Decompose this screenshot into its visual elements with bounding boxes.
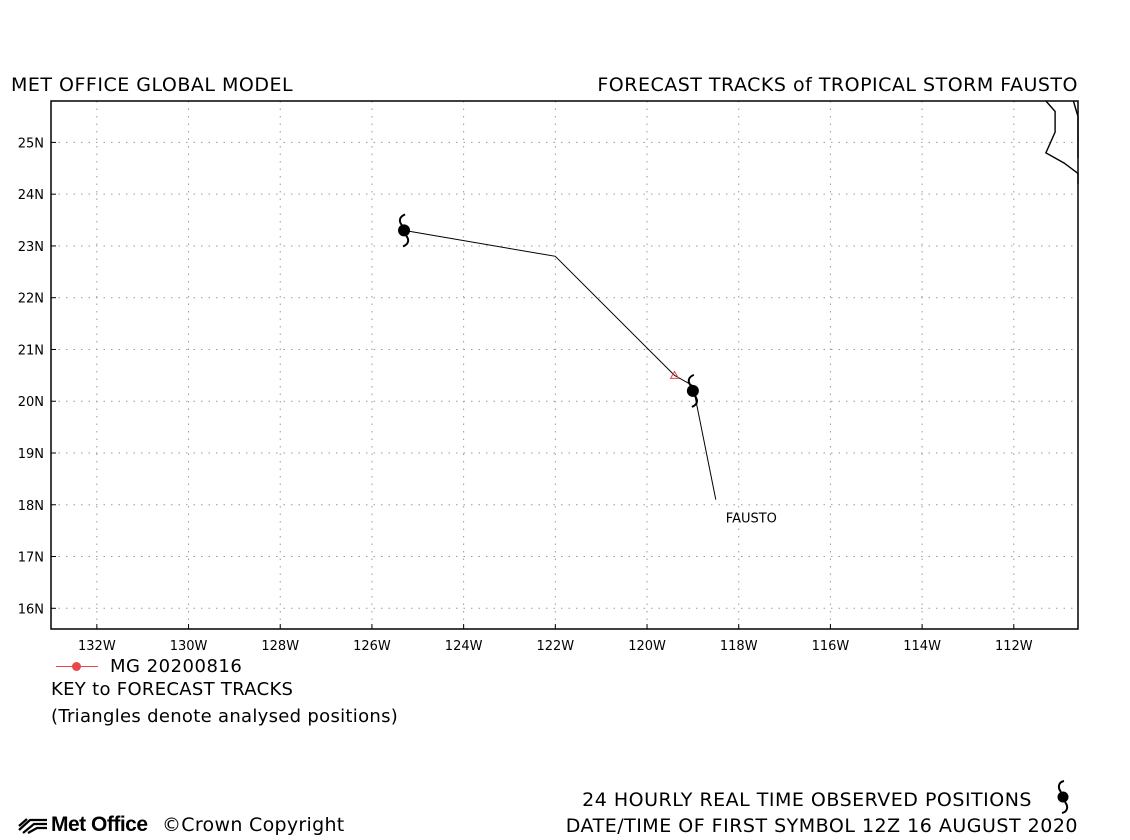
storm-symbol-arm	[687, 373, 695, 387]
header-model-title: MET OFFICE GLOBAL MODEL	[11, 74, 294, 96]
forecast-track-line	[403, 229, 694, 387]
coastline-segment	[1045, 100, 1079, 184]
forecast-track-map: 16N 17N 18N 19N 20N 21N 22N 23N 24N 25N 132W 130W 12…	[18, 100, 1079, 654]
lon-tick-label: 130W	[170, 639, 208, 654]
lat-tick-label: 25N	[18, 136, 44, 151]
storm-tracks	[403, 229, 717, 500]
storm-symbol-core	[398, 224, 411, 237]
lat-tick-label: 20N	[18, 395, 44, 410]
met-office-logo-icon	[18, 818, 47, 835]
legend-key-title: KEY to FORECAST TRACKS	[51, 679, 294, 700]
map-frame	[50, 100, 1079, 630]
met-office-logo-text: Met Office	[51, 813, 148, 836]
storm-symbol-icon	[1057, 780, 1069, 814]
storm-symbol-arm	[691, 395, 698, 408]
lon-tick-label: 112W	[995, 639, 1033, 654]
lat-tick-label: 16N	[18, 602, 44, 617]
lon-tick-label: 132W	[78, 639, 116, 654]
coastline	[1045, 100, 1079, 184]
grid-lines	[51, 101, 1078, 629]
lon-tick-label: 118W	[720, 639, 758, 654]
lat-tick-label: 24N	[18, 188, 44, 203]
lat-tick-label: 18N	[18, 499, 44, 514]
legend-run-dot	[72, 662, 81, 671]
storm-symbol-icon	[686, 373, 699, 408]
storm-name-label: FAUSTO	[726, 512, 777, 527]
storm-symbol-arm	[398, 213, 406, 227]
analysed-position-triangle	[669, 370, 680, 379]
observed-positions-note: 24 HOURLY REAL TIME OBSERVED POSITIONS	[582, 789, 1032, 811]
lon-tick-label: 116W	[812, 639, 850, 654]
lon-tick-label: 126W	[353, 639, 391, 654]
lon-tick-label: 128W	[261, 639, 299, 654]
lat-tick-label: 17N	[18, 551, 44, 566]
legend-key-note: (Triangles denote analysed positions)	[51, 706, 399, 727]
lat-tick-label: 23N	[18, 240, 44, 255]
lon-tick-label: 114W	[903, 639, 941, 654]
axis-labels: 16N 17N 18N 19N 20N 21N 22N 23N 24N 25N 132W 130W 12…	[18, 136, 1033, 654]
storm-symbol-arm	[402, 234, 410, 248]
lat-tick-label: 21N	[18, 343, 44, 358]
header-forecast-title: FORECAST TRACKS of TROPICAL STORM FAUSTO	[597, 74, 1078, 96]
lon-tick-label: 120W	[628, 639, 666, 654]
lon-tick-label: 124W	[445, 639, 483, 654]
legend-run-label: MG 20200816	[110, 656, 243, 677]
met-office-logo: Met Office	[18, 813, 148, 837]
lat-tick-label: 19N	[18, 447, 44, 462]
storm-symbol-core	[686, 384, 699, 397]
storm-symbol-icon	[398, 213, 411, 248]
lon-tick-label: 122W	[536, 639, 574, 654]
storm-symbols	[398, 213, 699, 408]
copyright-notice: ©Crown Copyright	[162, 814, 345, 836]
first-symbol-datetime: DATE/TIME OF FIRST SYMBOL 12Z 16 AUGUST …	[565, 815, 1078, 837]
legend-run-entry: MG 20200816	[56, 656, 256, 677]
lat-tick-label: 22N	[18, 292, 44, 307]
